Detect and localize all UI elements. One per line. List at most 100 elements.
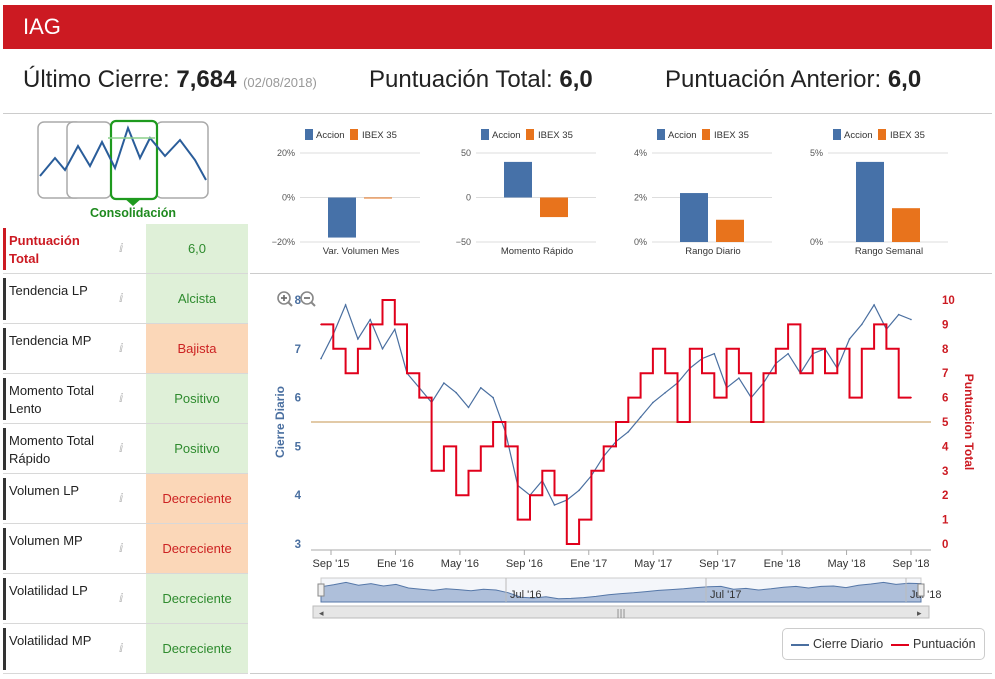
close-point [910,318,912,321]
row-marker [3,478,6,520]
score-point [787,323,789,326]
legend-label: IBEX 35 [362,130,397,141]
info-icon[interactable]: ⅈ [119,541,124,555]
legend-label: IBEX 35 [714,130,749,141]
legend-label: IBEX 35 [538,130,573,141]
score-point [824,372,826,374]
info-icon[interactable]: ⅈ [119,441,124,455]
legend-item-score[interactable]: Puntuación [891,637,976,651]
y-right-tick-label: 3 [942,466,948,478]
zoom-in-icon[interactable] [277,291,293,307]
navigator-label: Jul '16 [510,589,541,601]
chart-title: Momento Rápido [501,246,573,257]
score-point [332,348,335,350]
info-icon[interactable]: ⅈ [119,291,124,305]
divider [3,113,992,114]
score-point [566,543,568,545]
last-close-label: Último Cierre: [23,66,170,93]
score-point [811,348,814,350]
indicator-row: Volatilidad MP ⅈ Decreciente [3,624,248,674]
bar-ibex [364,197,392,199]
indicator-value: Positivo [146,424,248,473]
navigator-handle-right[interactable] [917,583,925,597]
info-icon[interactable]: ⅈ [119,591,124,605]
row-marker [3,628,6,670]
series-close-line [320,303,912,506]
score-point [701,372,703,374]
score-point [738,372,740,374]
x-tick-label: Ene '16 [377,558,414,570]
divider [250,673,992,674]
previous-score-label: Puntuación Anterior: [665,66,882,93]
score-point [725,348,728,350]
score-point [602,445,605,448]
close-point [381,348,384,350]
score-point [627,396,630,399]
close-point [553,504,556,506]
y-tick-label: −50 [456,237,471,247]
score-point [394,323,396,326]
y-tick-label: 2% [634,193,647,203]
info-icon[interactable]: ⅈ [119,491,124,505]
scrollbar[interactable] [312,605,930,619]
score-point [762,372,765,374]
close-point [713,352,716,355]
score-point [910,396,912,399]
indicator-row: Volatilidad LP ⅈ Decreciente [3,574,248,624]
close-point [787,352,789,355]
row-marker [3,378,6,420]
score-point [516,518,519,521]
indicator-row: Volumen MP ⅈ Decreciente [3,524,248,574]
navigator-label: Jul '17 [710,589,741,601]
zoom-out-icon[interactable] [300,291,316,307]
y-tick-label: 4% [634,148,647,158]
score-point [369,323,371,326]
y-tick-label: −20% [272,237,295,247]
legend-swatch [305,129,313,140]
score-point [713,396,716,399]
divider [250,273,992,274]
score-point [381,299,384,301]
bar-accion [856,161,884,242]
close-point [344,304,347,306]
x-tick-label: Sep '15 [313,558,350,570]
y-tick-label: 0% [282,193,295,203]
y-tick-label: 0% [634,237,647,247]
y-right-tick-label: 0 [942,539,948,551]
info-icon[interactable]: ⅈ [119,641,124,655]
scroll-grip-icon: ||| [616,609,625,619]
close-point [897,313,900,316]
info-icon[interactable]: ⅈ [119,241,124,255]
legend-label: IBEX 35 [890,130,925,141]
mini-chart: Accion IBEX 35 5% 0% Rango Semanal [810,129,948,257]
x-tick-label: May '18 [827,558,865,570]
info-icon[interactable]: ⅈ [119,341,124,355]
info-icon[interactable]: ⅈ [119,391,124,405]
y-tick-label: 20% [277,148,295,158]
close-point [861,323,863,326]
score-point [750,421,752,423]
chart-title: Rango Diario [685,246,740,257]
legend-label: Accion [844,130,873,141]
y-right-tick-label: 5 [942,417,949,429]
legend-swatch [791,643,809,646]
close-point [627,431,630,433]
y-left-tick-label: 4 [295,490,302,502]
score-point [590,470,593,472]
y-tick-label: 0% [810,237,823,247]
zoom-handle [310,301,316,307]
score-point [775,348,777,350]
indicator-row: Momento Total Lento ⅈ Positivo [3,374,248,424]
bar-accion [504,161,532,198]
legend-item-close[interactable]: Cierre Diario [791,637,883,651]
series-score-line [321,299,911,545]
total-score: Puntuación Total: 6,0 [369,66,593,94]
score-point [861,348,863,350]
score-point [443,445,445,448]
y-left-tick-label: 8 [295,295,302,307]
score-point [664,372,666,374]
legend-swatch [878,129,886,140]
navigator-handle-left[interactable] [317,583,325,597]
y-right-tick-label: 4 [942,441,949,453]
